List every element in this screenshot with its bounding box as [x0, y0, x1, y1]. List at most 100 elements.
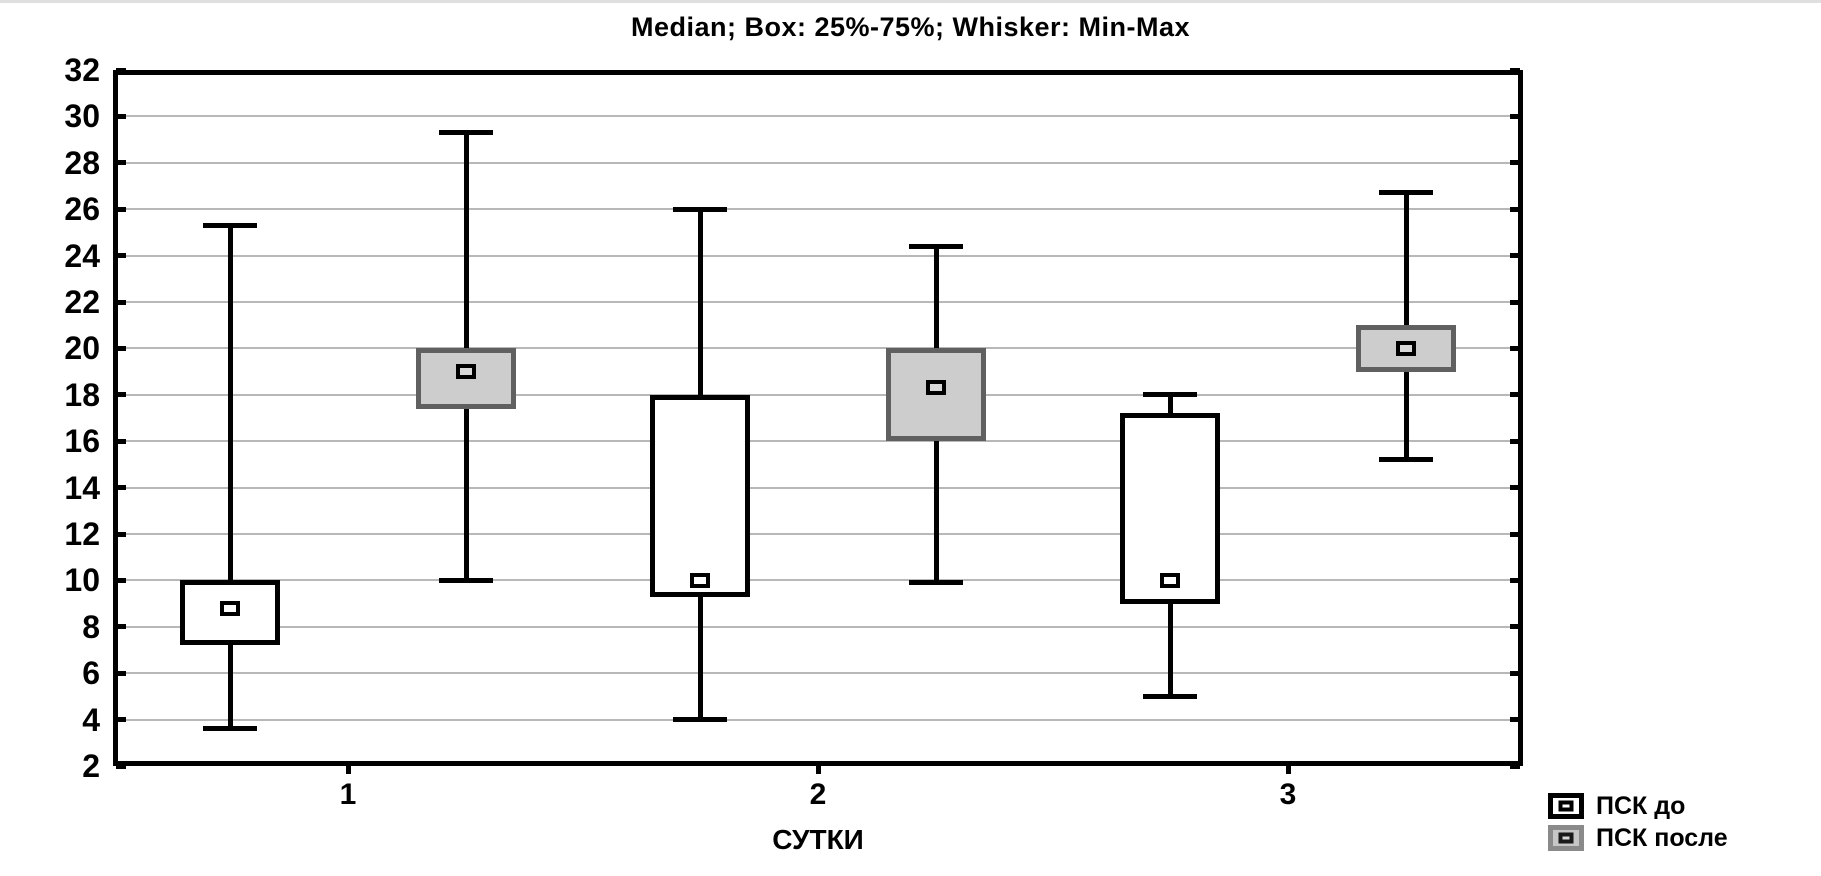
- y-tick-label: 24: [64, 237, 100, 274]
- box-gray-symbol-icon: [1548, 825, 1584, 851]
- median-marker: [926, 380, 946, 396]
- x-axis-title: СУТКИ: [772, 824, 864, 855]
- y-tick-left: [116, 717, 126, 723]
- legend-label-psk-posle: ПСК после: [1596, 823, 1728, 852]
- y-tick-left: [116, 670, 126, 676]
- y-tick-right: [1510, 253, 1520, 259]
- y-tick-left: [116, 206, 126, 212]
- y-tick-right: [1510, 624, 1520, 630]
- median-marker: [1160, 572, 1180, 588]
- y-tick-left: [116, 253, 126, 259]
- median-marker: [1396, 340, 1416, 356]
- median-marker: [456, 364, 476, 380]
- y-tick-left: [116, 624, 126, 630]
- x-tick: [815, 763, 821, 774]
- gridline: [117, 533, 1519, 535]
- y-tick-left: [116, 345, 126, 351]
- y-tick-label: 30: [64, 98, 100, 135]
- x-tick: [345, 763, 351, 774]
- y-tick-right: [1510, 531, 1520, 537]
- whisker-cap-max: [673, 206, 727, 212]
- whisker-cap-min: [673, 717, 727, 723]
- whisker-cap-min: [203, 726, 257, 732]
- y-tick-left: [116, 438, 126, 444]
- y-tick-right: [1510, 485, 1520, 491]
- y-tick-label: 22: [64, 284, 100, 320]
- median-marker: [690, 572, 710, 588]
- box-psk-do-cat2: [650, 394, 750, 597]
- y-tick-left: [116, 113, 126, 119]
- plot-area: [113, 70, 1523, 766]
- y-tick-right: [1510, 345, 1520, 351]
- scan-edge-artifact: [0, 0, 1821, 3]
- gridline: [117, 115, 1519, 118]
- y-tick-right: [1510, 160, 1520, 166]
- y-tick-right: [1510, 577, 1520, 583]
- y-tick-right: [1510, 763, 1520, 769]
- gridline: [117, 208, 1519, 211]
- x-tick-label: 2: [809, 778, 827, 811]
- y-tick-left: [116, 160, 126, 166]
- box-white-symbol-icon: [1548, 793, 1584, 819]
- y-tick-left: [116, 577, 126, 583]
- gridline: [117, 301, 1519, 303]
- y-tick-right: [1510, 67, 1520, 73]
- y-tick-left: [116, 485, 126, 491]
- whisker-cap-max: [203, 222, 257, 228]
- whisker-cap-max: [1379, 190, 1433, 196]
- median-marker: [220, 600, 240, 616]
- gridline: [117, 625, 1519, 628]
- y-tick-label: 18: [64, 376, 100, 413]
- x-tick-label: 3: [1279, 778, 1297, 811]
- median-marker-icon: [1558, 800, 1574, 812]
- legend-label-psk-do: ПСК до: [1596, 791, 1686, 820]
- y-tick-label: 28: [64, 144, 100, 181]
- y-tick-label: 10: [64, 562, 100, 599]
- y-tick-label: 2: [82, 748, 100, 784]
- whisker-cap-max: [439, 130, 493, 136]
- gridline: [117, 672, 1519, 675]
- y-tick-label: 14: [64, 469, 100, 506]
- y-tick-right: [1510, 670, 1520, 676]
- y-tick-right: [1510, 392, 1520, 398]
- y-tick-label: 26: [64, 191, 100, 228]
- gridline: [117, 486, 1519, 489]
- y-tick-right: [1510, 206, 1520, 212]
- y-tick-left: [116, 67, 126, 73]
- y-tick-label: 32: [64, 52, 100, 88]
- y-tick-left: [116, 299, 126, 305]
- y-tick-right: [1510, 438, 1520, 444]
- gridline: [117, 161, 1519, 164]
- whisker-cap-max: [1143, 392, 1197, 398]
- y-tick-left: [116, 763, 126, 769]
- y-tick-label: 8: [82, 608, 100, 645]
- legend-item-psk-posle: ПСК после: [1548, 824, 1728, 852]
- y-tick-label: 20: [64, 330, 100, 367]
- whisker-cap-min: [1379, 457, 1433, 463]
- y-tick-label: 4: [82, 701, 100, 738]
- gridline: [117, 718, 1519, 721]
- y-tick-label: 6: [82, 655, 100, 692]
- y-tick-label: 12: [64, 516, 100, 552]
- whisker-cap-min: [1143, 693, 1197, 699]
- median-marker-icon: [1558, 832, 1574, 844]
- box-psk-do-cat3: [1120, 413, 1220, 604]
- gridline: [117, 254, 1519, 257]
- y-tick-right: [1510, 717, 1520, 723]
- whisker-cap-min: [439, 577, 493, 583]
- y-tick-right: [1510, 113, 1520, 119]
- gridline: [117, 440, 1519, 443]
- y-tick-label: 16: [64, 423, 100, 460]
- whisker-cap-max: [909, 243, 963, 249]
- whisker-cap-min: [909, 580, 963, 586]
- y-tick-right: [1510, 299, 1520, 305]
- chart-title: Median; Box: 25%-75%; Whisker: Min-Max: [630, 12, 1191, 42]
- whisker-line: [227, 225, 233, 729]
- y-tick-left: [116, 531, 126, 537]
- x-tick: [1285, 763, 1291, 774]
- legend-item-psk-do: ПСК до: [1548, 792, 1728, 820]
- legend: ПСК до ПСК после: [1548, 792, 1728, 852]
- y-tick-left: [116, 392, 126, 398]
- gridline: [117, 347, 1519, 350]
